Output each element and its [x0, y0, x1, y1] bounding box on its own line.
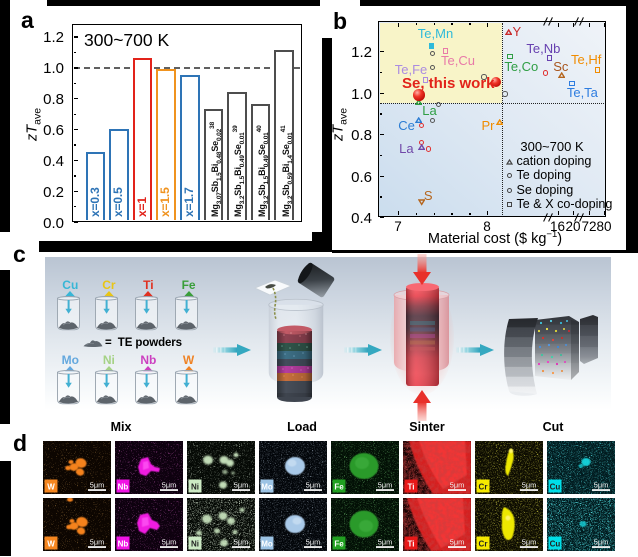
svg-text:5μm: 5μm: [522, 537, 537, 546]
svg-text:5μm: 5μm: [594, 537, 609, 546]
svg-text:5μm: 5μm: [162, 537, 177, 546]
svg-text:Ni: Ni: [191, 482, 199, 491]
svg-text:5μm: 5μm: [450, 481, 465, 490]
svg-text:Cr: Cr: [478, 482, 487, 491]
svg-text:Cu: Cu: [549, 482, 560, 491]
svg-text:Nb: Nb: [117, 482, 128, 491]
svg-text:5μm: 5μm: [522, 481, 537, 490]
svg-text:Mo: Mo: [261, 482, 273, 491]
svg-text:Fe: Fe: [334, 539, 344, 548]
svg-text:5μm: 5μm: [306, 481, 321, 490]
svg-text:5μm: 5μm: [378, 481, 393, 490]
svg-text:Cu: Cu: [549, 539, 560, 548]
svg-text:5μm: 5μm: [306, 537, 321, 546]
svg-text:Ti: Ti: [407, 539, 414, 548]
svg-text:5μm: 5μm: [162, 481, 177, 490]
svg-text:5μm: 5μm: [90, 537, 105, 546]
svg-text:Ni: Ni: [191, 539, 199, 548]
svg-text:5μm: 5μm: [234, 481, 249, 490]
svg-text:5μm: 5μm: [594, 481, 609, 490]
svg-text:5μm: 5μm: [90, 481, 105, 490]
svg-text:W: W: [47, 482, 55, 491]
svg-text:W: W: [47, 539, 55, 548]
svg-text:Cr: Cr: [478, 539, 487, 548]
svg-text:5μm: 5μm: [234, 537, 249, 546]
svg-text:5μm: 5μm: [378, 537, 393, 546]
svg-text:5μm: 5μm: [450, 537, 465, 546]
svg-text:Mo: Mo: [261, 539, 273, 548]
svg-text:Nb: Nb: [117, 539, 128, 548]
svg-text:Ti: Ti: [407, 482, 414, 491]
svg-text:Fe: Fe: [334, 482, 344, 491]
